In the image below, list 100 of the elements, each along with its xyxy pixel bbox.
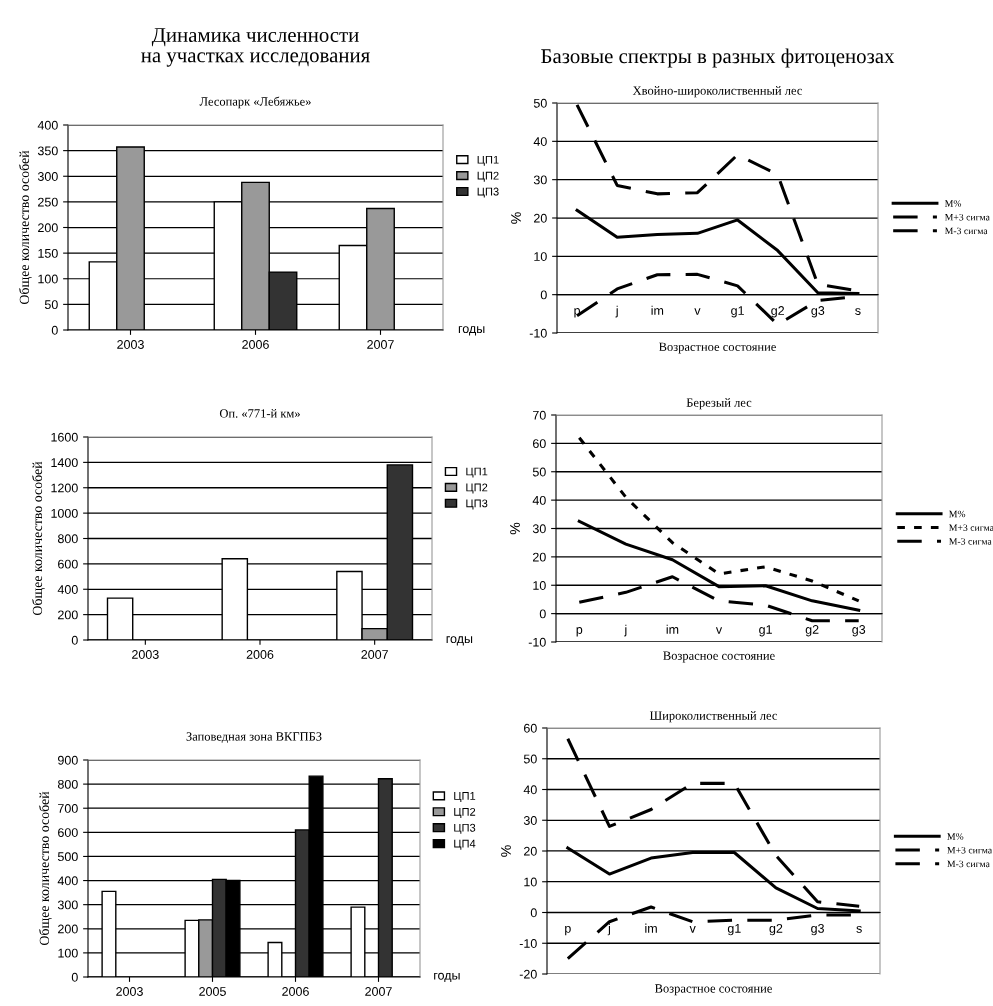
legend-label: ЦП4	[454, 839, 476, 850]
x-tick-label: im	[645, 923, 657, 933]
chart-title: Широколиственный лес	[649, 711, 778, 723]
y-tick-label: 40	[533, 137, 547, 146]
x-tick-label: p	[576, 627, 583, 637]
x-axis-title: годы	[458, 326, 485, 336]
y-tick-label: 300	[57, 900, 78, 910]
y-tick-label: 60	[524, 723, 537, 733]
y-tick-label: 20	[524, 846, 537, 856]
x-tick-label: s	[856, 925, 862, 933]
y-axis-title: %	[501, 845, 511, 857]
y-tick-label: 400	[57, 876, 78, 886]
y-tick-label: 700	[58, 804, 78, 813]
legend-label: M%	[949, 510, 966, 518]
chart-title: Лесопарк «Лебяжье»	[199, 96, 311, 109]
y-tick-label: 50	[523, 754, 537, 764]
legend-label: ЦП2	[454, 807, 476, 818]
y-tick-label: 10	[534, 252, 547, 261]
legend-label: ЦП2	[477, 171, 499, 182]
x-tick-label: g1	[731, 306, 744, 318]
legend-label: ЦП2	[466, 483, 488, 494]
x-tick-label: v	[715, 627, 723, 634]
legend-label: M-3 сигма	[947, 860, 990, 868]
y-tick-label: 0	[530, 908, 537, 918]
y-tick-label: 40	[532, 495, 546, 505]
y-tick-label: 200	[58, 924, 78, 934]
y-tick-label: 20	[534, 213, 547, 223]
x-tick-label: g2	[771, 306, 785, 318]
y-tick-label: 400	[57, 585, 78, 594]
x-tick-label: im	[651, 305, 664, 315]
y-tick-label: 1000	[51, 508, 78, 518]
chart-title: Хвойно-широколиственный лес	[632, 86, 802, 98]
x-tick-label: 2006	[282, 987, 309, 996]
x-tick-label: im	[666, 624, 679, 634]
y-axis-title: Общее количество особей	[32, 461, 45, 616]
y-tick-label: 40	[523, 785, 537, 795]
y-tick-label: 800	[57, 779, 78, 789]
y-tick-label: 0	[539, 609, 546, 619]
legend-label: M%	[947, 833, 964, 840]
y-tick-label: 900	[58, 755, 78, 765]
y-tick-label: 200	[38, 223, 58, 233]
y-tick-label: 70	[533, 410, 546, 420]
y-tick-label: 10	[524, 877, 537, 887]
x-tick-label: 2003	[117, 340, 144, 349]
y-tick-label: 50	[533, 98, 547, 108]
y-axis-title: %	[510, 522, 520, 535]
y-tick-label: 150	[38, 248, 58, 258]
legend-label: M+3 сигма	[944, 213, 990, 221]
y-tick-label: 600	[58, 559, 78, 569]
legend-label: M+3 сигма	[949, 524, 993, 531]
y-tick-label: 250	[38, 197, 58, 207]
text: Динамика численности на участках исследования	[141, 28, 370, 67]
y-tick-label: 350	[37, 146, 58, 156]
x-tick-label: v	[694, 308, 701, 315]
y-tick-label: 0	[71, 635, 78, 645]
x-tick-label: 2005	[199, 987, 226, 996]
y-tick-label: 0	[51, 325, 58, 335]
x-tick-label: p	[565, 925, 571, 936]
y-tick-label: 20	[533, 552, 546, 562]
x-axis-title: Возрастное состояние	[658, 342, 776, 354]
y-tick-label: 100	[38, 274, 58, 284]
y-tick-label: -10	[529, 328, 547, 338]
y-tick-label: 30	[533, 175, 547, 185]
y-tick-label: 300	[37, 172, 58, 181]
y-tick-label: 30	[532, 524, 546, 534]
y-tick-label: 10	[533, 581, 546, 590]
y-tick-label: 0	[71, 972, 78, 982]
y-tick-label: 1400	[51, 458, 78, 468]
y-tick-label: 50	[532, 467, 546, 477]
y-tick-label: 0	[540, 290, 547, 300]
legend-label: M%	[944, 200, 962, 207]
x-tick-label: 2007	[365, 987, 392, 996]
x-tick-label: 2007	[367, 340, 394, 349]
y-tick-label: 600	[58, 828, 78, 837]
x-tick-label: 2003	[116, 987, 143, 996]
x-tick-label: v	[689, 926, 696, 933]
legend-label: ЦП1	[466, 467, 488, 478]
x-tick-label: 2003	[132, 650, 159, 659]
x-tick-label: g3	[852, 625, 866, 637]
legend-label: M-3 сигма	[944, 227, 988, 235]
y-tick-label: 30	[523, 816, 537, 825]
x-tick-label: j	[615, 305, 618, 318]
y-tick-label: 1600	[51, 432, 78, 442]
y-tick-label: 50	[44, 300, 58, 310]
legend-label: ЦП3	[454, 823, 476, 834]
y-tick-label: -10	[519, 939, 537, 948]
y-tick-label: 1200	[51, 483, 78, 493]
chart-title: Оп. «771-й км»	[219, 409, 300, 418]
x-tick-label: 2006	[246, 650, 274, 659]
x-tick-label: g2	[805, 625, 819, 637]
y-tick-label: -20	[519, 969, 537, 979]
x-tick-label: 2006	[242, 340, 269, 349]
y-tick-label: 100	[58, 948, 78, 958]
x-axis-title: Возрастное состояние	[654, 984, 772, 996]
legend-label: ЦП1	[477, 155, 499, 166]
y-tick-label: 200	[58, 610, 78, 620]
x-tick-label: j	[607, 923, 610, 936]
legend-label: ЦП1	[454, 792, 476, 802]
x-axis-title: годы	[434, 972, 460, 983]
y-tick-label: -10	[528, 637, 546, 647]
